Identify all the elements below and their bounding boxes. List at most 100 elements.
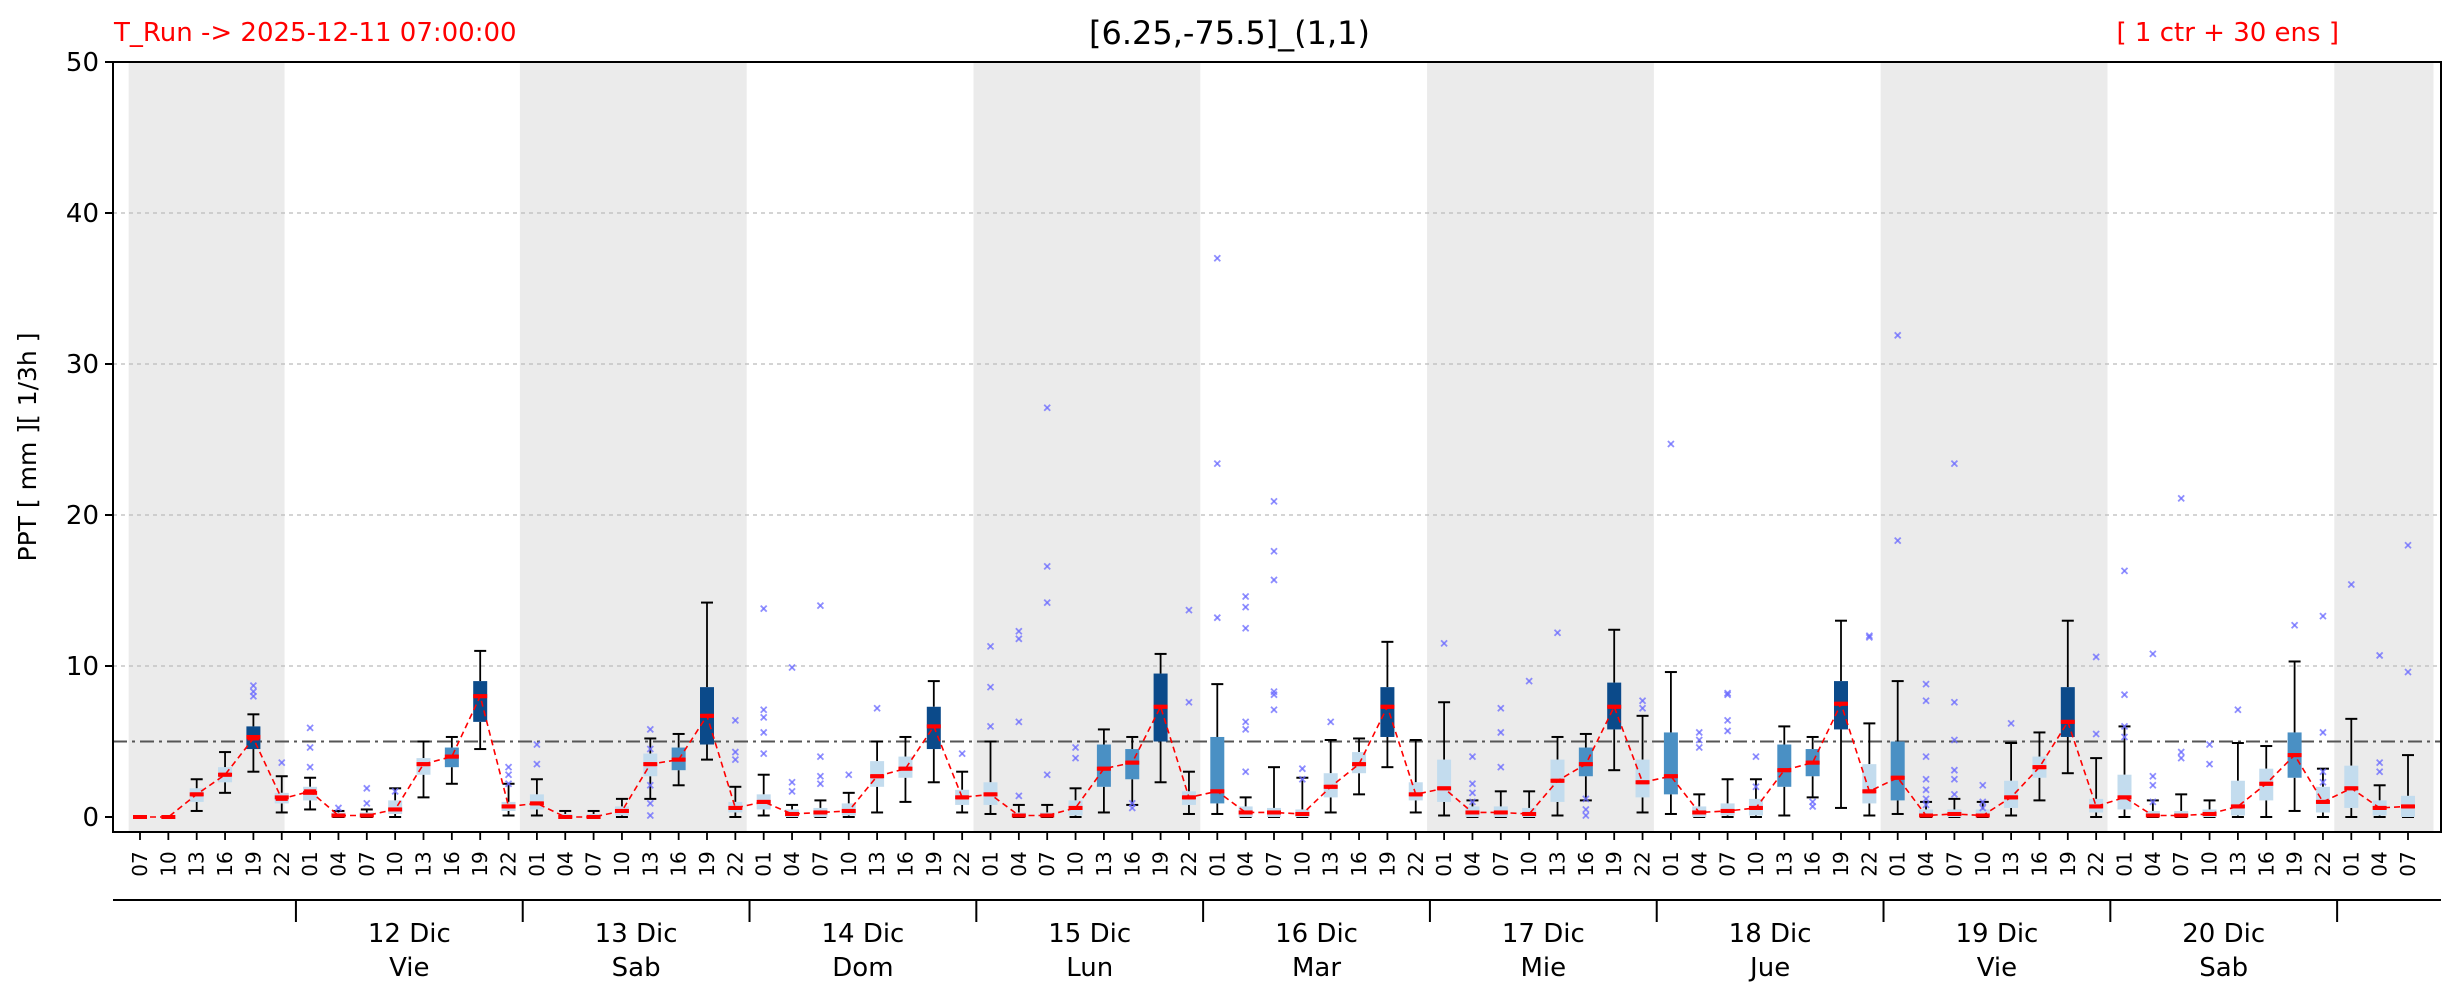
outlier-point (1128, 804, 1136, 812)
outlier-point (2120, 733, 2129, 741)
outlier-point (1043, 562, 1051, 570)
x-axis: 07 10 13 16 19 22 01 04 07 10 13 16 19 22 01 04 07 10 13 16… (128, 832, 2420, 877)
outlier-point (731, 755, 739, 764)
outlier-point (2120, 722, 2129, 731)
box-iqr (1862, 764, 1877, 804)
outlier-point (533, 740, 541, 749)
x-tick-label: 07 (1716, 851, 1740, 876)
outlier-point (760, 749, 768, 758)
outlier-point (1298, 765, 1306, 773)
x-tick-label: 01 (979, 851, 1003, 876)
x-tick-label: 13 (1092, 851, 1116, 876)
box-iqr (1380, 687, 1395, 737)
outlier-point (1015, 627, 1023, 635)
x-tick-label: 04 (1687, 851, 1711, 876)
outlier-point (1440, 639, 1448, 647)
outlier-point (363, 799, 371, 808)
run-time-label: T_Run -> 2025-12-11 07:00:00 (114, 18, 517, 48)
x-tick-label: 16 (1347, 851, 1371, 876)
outlier-point (646, 745, 654, 753)
outlier-point (845, 771, 853, 779)
outlier-point (1582, 811, 1590, 820)
box-iqr (416, 758, 431, 775)
x-tick-label: 16 (2254, 851, 2278, 876)
x-tick-label: 16 (1801, 851, 1825, 876)
x-tick-label: 13 (1772, 851, 1796, 876)
x-tick-label: 01 (1432, 851, 1456, 876)
box-iqr (2315, 786, 2330, 813)
outlier-point (1185, 606, 1193, 614)
x-tick-label: 22 (1857, 851, 1881, 876)
x-tick-label: 01 (298, 851, 322, 876)
outlier-point (760, 728, 768, 737)
x-tick-label: 01 (1205, 851, 1229, 876)
x-tick-label: 22 (1177, 851, 1201, 876)
x-tick-label: 22 (1404, 851, 1428, 876)
outlier-point (1638, 697, 1647, 705)
outlier-point (1213, 614, 1221, 622)
outlier-point (2290, 621, 2299, 629)
x-tick-label: 07 (2396, 851, 2420, 876)
day-axis: 12 Dic Vie 13 Dic Sab 14 Dic Dom 15 Dic Lun 16 D… (113, 899, 2441, 983)
outlier-point (1298, 775, 1306, 783)
outlier-point (1950, 775, 1959, 783)
x-tick-label: 19 (468, 851, 492, 876)
x-tick-label: 10 (1290, 851, 1314, 876)
outlier-point (1865, 633, 1873, 641)
x-tick-label: 13 (185, 851, 209, 876)
outlier-point (1922, 786, 1930, 794)
outlier-point (760, 706, 768, 714)
box-iqr (1437, 759, 1452, 802)
x-tick-label: 16 (213, 851, 237, 876)
x-tick-label: 10 (383, 851, 407, 876)
outlier-point (731, 748, 739, 756)
y-axis: 0 10 20 30 40 50 PPT [ mm ][ 1/3h ] (13, 48, 113, 833)
box-iqr (1635, 759, 1650, 798)
outlier-point (1015, 635, 1023, 643)
outlier-point (1242, 592, 1250, 601)
boxplots (133, 254, 2415, 820)
night-bands (128, 62, 2434, 832)
outlier-point (1922, 795, 1930, 803)
outlier-point (986, 683, 995, 691)
ensemble-label: [ 1 ctr + 30 ens ] (2116, 18, 2340, 48)
outlier-point (2120, 691, 2129, 699)
outlier-point (1695, 736, 1703, 744)
outlier-point (1043, 598, 1051, 607)
outlier-point (816, 772, 825, 780)
outlier-point (1242, 718, 1250, 726)
x-tick-label: 16 (1120, 851, 1144, 876)
outlier-point (1979, 781, 1987, 789)
outlier-point (1752, 752, 1760, 761)
outlier-point (2376, 768, 2384, 776)
outlier-point (306, 724, 314, 732)
x-tick-label: 10 (837, 851, 861, 876)
outlier-point (1497, 704, 1505, 712)
x-tick-label: 16 (440, 851, 464, 876)
outlier-point (1950, 736, 1959, 744)
outlier-point (2376, 651, 2384, 660)
outlier-point (504, 763, 513, 771)
outlier-point (788, 778, 796, 786)
outlier-point (788, 787, 796, 795)
box-iqr (1919, 809, 1934, 817)
plot-border (112, 61, 2442, 833)
outlier-point (2319, 728, 2327, 737)
outlier-point (278, 759, 286, 767)
outlier-point (760, 604, 768, 613)
y-tick-label: 50 (66, 48, 99, 78)
outlier-point (646, 725, 654, 734)
outlier-point (1270, 691, 1278, 699)
outlier-point (1468, 798, 1477, 806)
x-tick-label: 04 (1460, 851, 1484, 876)
outlier-point (1979, 804, 1987, 812)
outlier-point (2234, 706, 2242, 714)
day-date-label: 17 Dic (1502, 919, 1585, 949)
day-date-label: 20 Dic (2182, 919, 2265, 949)
outlier-point (1894, 537, 1902, 545)
outlier-point (2177, 748, 2185, 756)
outlier-point (1015, 718, 1023, 726)
x-tick-label: 10 (156, 851, 180, 876)
x-tick-label: 19 (241, 851, 265, 876)
night-band (2334, 62, 2434, 832)
